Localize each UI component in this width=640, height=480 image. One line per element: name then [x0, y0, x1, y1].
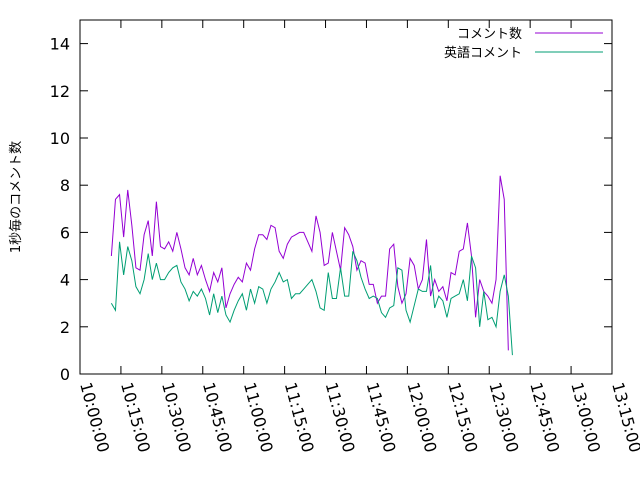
x-tick-label: 10:15:00: [117, 380, 154, 454]
x-tick-label: 11:00:00: [240, 380, 277, 454]
y-tick-label: 8: [60, 176, 70, 195]
x-tick-label: 11:45:00: [363, 380, 400, 454]
y-tick-label: 10: [50, 129, 70, 148]
x-tick-label: 13:00:00: [567, 380, 604, 454]
y-axis-title: 1秒毎のコメント数: [8, 141, 24, 253]
legend-label-2: 英語コメント: [444, 45, 522, 61]
series-layer: [110, 175, 513, 356]
y-axis: 0 2 4 6 8 10 12 14: [50, 35, 612, 384]
x-tick-label: 12:45:00: [526, 380, 563, 454]
legend-label-1: コメント数: [457, 27, 522, 42]
x-tick-label: 10:45:00: [199, 380, 236, 454]
x-tick-label: 11:15:00: [281, 380, 318, 454]
x-tick-label: 12:00:00: [404, 380, 441, 454]
series-line-2: [110, 241, 513, 356]
plot-frame: [79, 19, 613, 375]
y-tick-label: 2: [60, 318, 70, 337]
x-tick-label: 12:30:00: [485, 380, 522, 454]
x-tick-label: 13:15:00: [608, 380, 640, 454]
x-axis: 10:00:00 10:15:00 10:30:00 10:45:00 11:00:00…: [76, 20, 640, 454]
y-tick-label: 0: [60, 365, 70, 384]
y-tick-label: 6: [60, 223, 70, 242]
x-tick-label: 10:30:00: [158, 380, 195, 454]
series-line-1: [110, 175, 509, 351]
y-tick-label: 14: [50, 35, 70, 54]
y-tick-label: 12: [50, 82, 70, 101]
x-tick-label: 10:00:00: [76, 380, 113, 454]
y-tick-label: 4: [60, 271, 70, 290]
x-tick-label: 11:30:00: [322, 380, 359, 454]
plot-border: [79, 19, 613, 375]
x-tick-label: 12:15:00: [444, 380, 481, 454]
